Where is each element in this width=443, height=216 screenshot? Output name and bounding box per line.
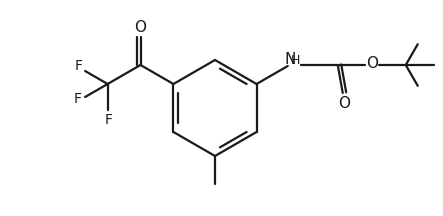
Text: F: F [75, 59, 83, 73]
Text: H: H [291, 54, 300, 67]
Text: O: O [338, 95, 350, 111]
Text: O: O [135, 19, 147, 35]
Text: N: N [284, 52, 295, 67]
Text: O: O [366, 57, 378, 71]
Text: F: F [74, 92, 82, 106]
Text: F: F [105, 113, 113, 127]
